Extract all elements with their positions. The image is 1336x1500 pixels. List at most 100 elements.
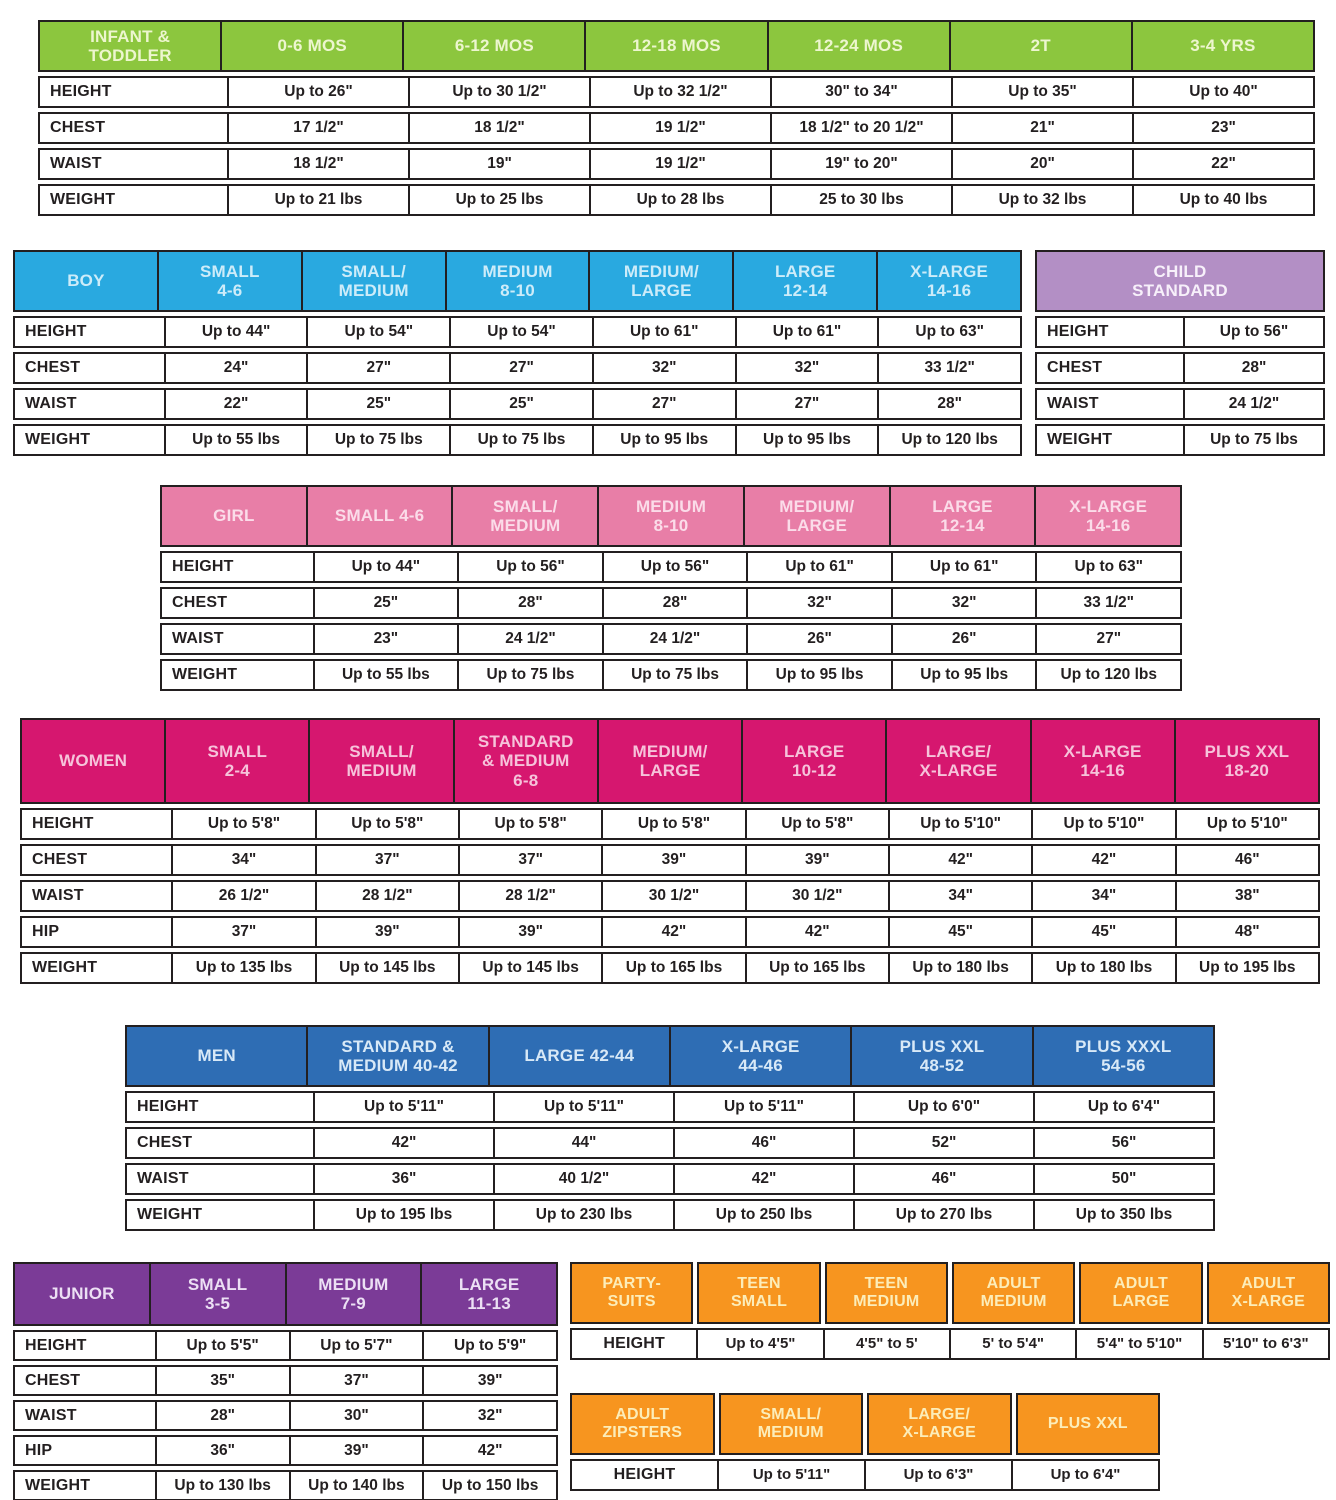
adult-zipsters-cell-0-2: Up to 6'4" — [1011, 1461, 1158, 1489]
infant-toddler-col-header-5: 3-4 YRS — [1130, 22, 1313, 70]
infant-toddler-header-row: INFANT & TODDLER 0-6 MOS 6-12 MOS 12-18 MOS… — [38, 20, 1315, 72]
men-cell-1-0: 42" — [313, 1129, 493, 1157]
junior-cell-4-2: Up to 150 lbs — [422, 1472, 556, 1499]
girl-cell-0-2: Up to 56" — [601, 553, 747, 581]
women-cell-3-7: 48" — [1174, 918, 1318, 946]
infant-toddler-col-header-0: 0-6 MOS — [220, 22, 403, 70]
men-col-header-4: PLUS XXXL 54-56 — [1031, 1027, 1213, 1085]
women-cell-2-1: 28 1/2" — [314, 882, 458, 910]
boy-cell-0-3: Up to 61" — [591, 318, 735, 346]
junior-col-header-0: SMALL 3-5 — [148, 1264, 285, 1324]
junior-cell-0-1: Up to 5'7" — [288, 1332, 423, 1359]
junior-row-label-3: HIP — [25, 1441, 53, 1459]
women-row-label-4: WEIGHT — [32, 959, 98, 977]
women-cell-0-3: Up to 5'8" — [601, 810, 744, 838]
junior-cell-0-2: Up to 5'9" — [422, 1332, 556, 1359]
girl-row-chest: CHEST 25" 28" 28" 32" 32" 33 1/2" — [160, 587, 1182, 619]
boy-cell-2-0: 22" — [163, 390, 307, 418]
infant-toddler-cell-3-3: 25 to 30 lbs — [770, 186, 951, 214]
men-cell-3-1: Up to 230 lbs — [493, 1201, 673, 1229]
boy-title: BOY — [15, 252, 157, 310]
adult-zipsters-title: ADULT ZIPSTERS — [570, 1393, 715, 1455]
women-col-header-0: SMALL 2-4 — [164, 720, 309, 802]
junior-col-header-1: MEDIUM 7-9 — [284, 1264, 421, 1324]
men-col-header-3: PLUS XXL 48-52 — [850, 1027, 1032, 1085]
girl-size-table: GIRL SMALL 4-6 SMALL/ MEDIUM MEDIUM 8-10 MED… — [160, 485, 1182, 695]
boy-header-row: BOY SMALL 4-6 SMALL/ MEDIUM MEDIUM 8-10 MEDI… — [13, 250, 1022, 312]
girl-col-header-2: MEDIUM 8-10 — [597, 487, 743, 545]
junior-row-weight: WEIGHT Up to 130 lbs Up to 140 lbs Up to 15… — [13, 1470, 558, 1500]
men-cell-2-1: 40 1/2" — [493, 1165, 673, 1193]
women-cell-0-0: Up to 5'8" — [171, 810, 314, 838]
women-cell-3-0: 37" — [171, 918, 314, 946]
women-cell-3-5: 45" — [887, 918, 1031, 946]
women-cell-0-7: Up to 5'10" — [1174, 810, 1318, 838]
men-header-row: MEN STANDARD & MEDIUM 40-42 LARGE 42-44 X-L… — [125, 1025, 1215, 1087]
women-cell-2-4: 30 1/2" — [744, 882, 888, 910]
boy-row-label-3: WEIGHT — [25, 431, 91, 449]
infant-toddler-row-label-0: HEIGHT — [50, 83, 112, 101]
adult-zipsters-size-table: ADULT ZIPSTERS SMALL/ MEDIUM LARGE/ X-LARG… — [570, 1393, 1160, 1495]
junior-cell-4-1: Up to 140 lbs — [288, 1472, 423, 1499]
men-cell-0-1: Up to 5'11" — [493, 1093, 673, 1121]
girl-col-header-3: MEDIUM/ LARGE — [742, 487, 889, 545]
child-standard-row-label-3: WEIGHT — [1047, 431, 1113, 449]
men-cell-2-2: 42" — [673, 1165, 853, 1193]
adult-zipsters-cell-0-1: Up to 6'3" — [864, 1461, 1011, 1489]
boy-cell-3-2: Up to 75 lbs — [449, 426, 592, 454]
men-row-label-0: HEIGHT — [137, 1098, 199, 1116]
party-suits-cell-0-2: 5' to 5'4" — [948, 1330, 1075, 1358]
women-cell-0-6: Up to 5'10" — [1031, 810, 1174, 838]
women-cell-1-5: 42" — [887, 846, 1031, 874]
boy-row-weight: WEIGHT Up to 55 lbs Up to 75 lbs Up to 75 l… — [13, 424, 1022, 456]
boy-cell-0-0: Up to 44" — [163, 318, 307, 346]
adult-zipsters-header-row: ADULT ZIPSTERS SMALL/ MEDIUM LARGE/ X-LARG… — [570, 1393, 1160, 1455]
girl-cell-3-2: Up to 75 lbs — [601, 661, 747, 689]
boy-cell-2-1: 25" — [306, 390, 449, 418]
women-cell-4-4: Up to 165 lbs — [744, 954, 888, 982]
infant-toddler-cell-0-5: Up to 40" — [1132, 78, 1313, 106]
women-row-label-1: CHEST — [32, 851, 88, 869]
junior-cell-2-1: 30" — [288, 1402, 423, 1429]
junior-cell-4-0: Up to 130 lbs — [154, 1472, 289, 1499]
women-cell-1-2: 37" — [457, 846, 601, 874]
infant-toddler-row-label-3: WEIGHT — [50, 191, 116, 209]
boy-col-header-1: SMALL/ MEDIUM — [300, 252, 445, 310]
men-row-label-1: CHEST — [137, 1134, 193, 1152]
men-cell-3-4: Up to 350 lbs — [1033, 1201, 1213, 1229]
women-size-table: WOMEN SMALL 2-4 SMALL/ MEDIUM STANDARD & ME… — [20, 718, 1320, 988]
party-suits-header-row: PARTY- SUITS TEEN SMALL TEEN MEDIUM ADULT M… — [570, 1262, 1330, 1324]
boy-cell-1-5: 33 1/2" — [877, 354, 1020, 382]
women-cell-2-0: 26 1/2" — [171, 882, 314, 910]
men-size-table: MEN STANDARD & MEDIUM 40-42 LARGE 42-44 X-L… — [125, 1025, 1215, 1235]
party-suits-row-label-0: HEIGHT — [603, 1335, 665, 1353]
infant-toddler-cell-0-2: Up to 32 1/2" — [589, 78, 770, 106]
women-cell-0-1: Up to 5'8" — [314, 810, 458, 838]
women-row-hip: HIP 37" 39" 39" 42" 42" 45" 45" 48" — [20, 916, 1320, 948]
infant-toddler-cell-1-0: 17 1/2" — [227, 114, 408, 142]
junior-title: JUNIOR — [15, 1264, 149, 1324]
women-cell-1-7: 46" — [1174, 846, 1318, 874]
women-row-label-2: WAIST — [32, 887, 84, 905]
boy-cell-1-1: 27" — [306, 354, 449, 382]
infant-toddler-cell-3-5: Up to 40 lbs — [1132, 186, 1313, 214]
boy-row-waist: WAIST 22" 25" 25" 27" 27" 28" — [13, 388, 1022, 420]
infant-toddler-cell-1-4: 21" — [951, 114, 1132, 142]
party-suits-col-header-4: ADULT X-LARGE — [1206, 1262, 1330, 1324]
junior-row-label-2: WAIST — [25, 1406, 77, 1424]
boy-cell-3-5: Up to 120 lbs — [877, 426, 1020, 454]
women-title: WOMEN — [22, 720, 165, 802]
child-standard-cell-2-0: 24 1/2" — [1183, 390, 1323, 418]
men-cell-1-1: 44" — [493, 1129, 673, 1157]
women-cell-4-1: Up to 145 lbs — [314, 954, 458, 982]
women-cell-0-2: Up to 5'8" — [457, 810, 601, 838]
women-cell-1-6: 42" — [1031, 846, 1174, 874]
girl-cell-3-0: Up to 55 lbs — [312, 661, 458, 689]
girl-cell-2-5: 27" — [1035, 625, 1180, 653]
women-cell-1-3: 39" — [601, 846, 744, 874]
women-col-header-5: LARGE/ X-LARGE — [885, 720, 1030, 802]
boy-cell-3-1: Up to 75 lbs — [306, 426, 449, 454]
junior-cell-1-0: 35" — [154, 1367, 289, 1394]
men-cell-3-3: Up to 270 lbs — [853, 1201, 1033, 1229]
junior-cell-2-0: 28" — [154, 1402, 289, 1429]
